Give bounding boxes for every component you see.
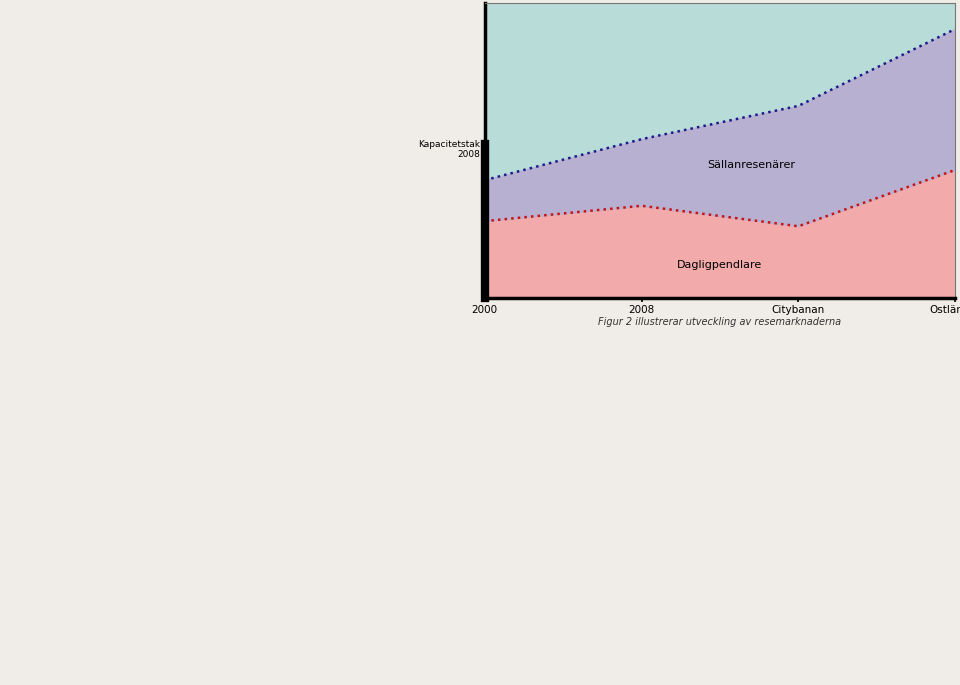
Text: Dagligpendlare: Dagligpendlare (678, 260, 762, 270)
Text: Sällanresenärer: Sällanresenärer (708, 160, 795, 170)
Text: Figur 2 illustrerar utveckling av resemarknaderna: Figur 2 illustrerar utveckling av resema… (598, 317, 842, 327)
Text: Kapacitetstak
2008: Kapacitetstak 2008 (418, 140, 480, 159)
